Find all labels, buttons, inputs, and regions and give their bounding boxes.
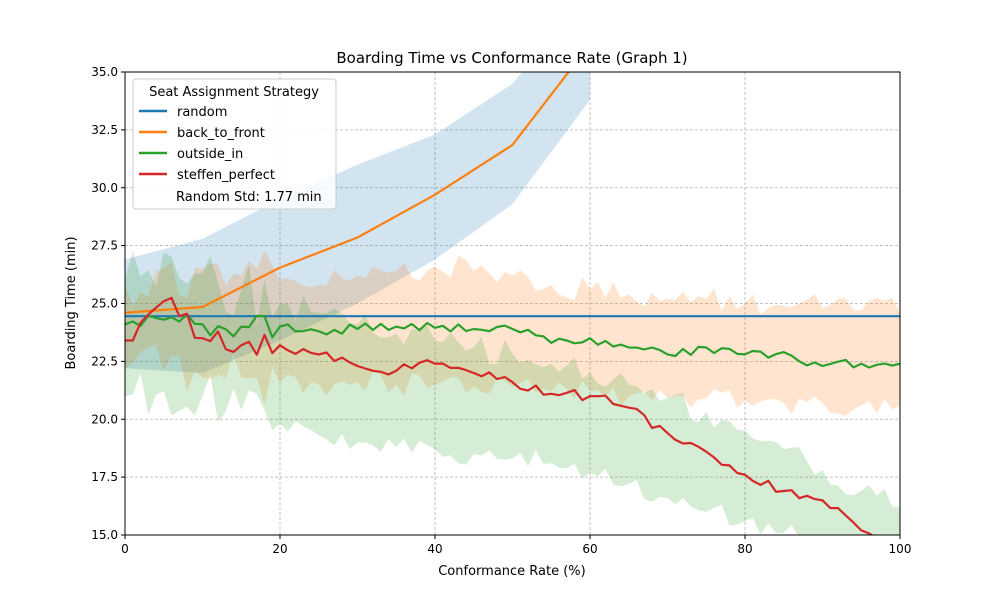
band-back_to_front bbox=[125, 72, 590, 373]
band-steffen_perfect bbox=[125, 251, 900, 535]
chart-title: Boarding Time vs Conformance Rate (Graph… bbox=[336, 49, 687, 67]
x-tick-label: 20 bbox=[272, 542, 287, 556]
y-tick-label: 32.5 bbox=[91, 123, 118, 137]
legend-label-steffen_perfect: steffen_perfect bbox=[177, 168, 275, 183]
y-tick-label: 35.0 bbox=[91, 65, 118, 79]
y-tick-label: 20.0 bbox=[91, 412, 118, 426]
line-steffen_perfect bbox=[125, 296, 885, 535]
y-tick-label: 22.5 bbox=[91, 354, 118, 368]
series-lines bbox=[125, 72, 900, 535]
axis-ticks: 0 20 40 60 80 100 15.0 17.5 20.0 22.5 25.0 27.5 30.0… bbox=[91, 65, 911, 556]
legend: Seat Assignment Strategy random back_to_f… bbox=[132, 78, 337, 210]
legend-box bbox=[132, 78, 337, 210]
line-outside_in bbox=[125, 313, 900, 369]
x-tick-label: 40 bbox=[427, 542, 442, 556]
band-outside_in bbox=[125, 250, 900, 416]
x-tick-label: 80 bbox=[737, 542, 752, 556]
y-tick-label: 15.0 bbox=[91, 528, 118, 542]
y-tick-label: 17.5 bbox=[91, 470, 118, 484]
y-tick-label: 27.5 bbox=[91, 239, 118, 253]
legend-label-random: random bbox=[177, 105, 227, 120]
x-axis-label: Conformance Rate (%) bbox=[438, 564, 586, 579]
x-tick-label: 100 bbox=[889, 542, 912, 556]
confidence-bands bbox=[125, 72, 900, 535]
legend-note: Random Std: 1.77 min bbox=[176, 190, 322, 205]
x-tick-label: 0 bbox=[121, 542, 129, 556]
legend-title: Seat Assignment Strategy bbox=[149, 85, 319, 100]
y-tick-label: 30.0 bbox=[91, 181, 118, 195]
x-tick-label: 60 bbox=[582, 542, 597, 556]
y-axis-label: Boarding Time (min) bbox=[64, 236, 79, 369]
legend-label-outside_in: outside_in bbox=[177, 147, 243, 162]
legend-label-back_to_front: back_to_front bbox=[177, 126, 265, 141]
legend-items: random back_to_front outside_in steffen_per… bbox=[139, 105, 275, 183]
line-back_to_front bbox=[125, 72, 570, 314]
y-tick-label: 25.0 bbox=[91, 297, 118, 311]
